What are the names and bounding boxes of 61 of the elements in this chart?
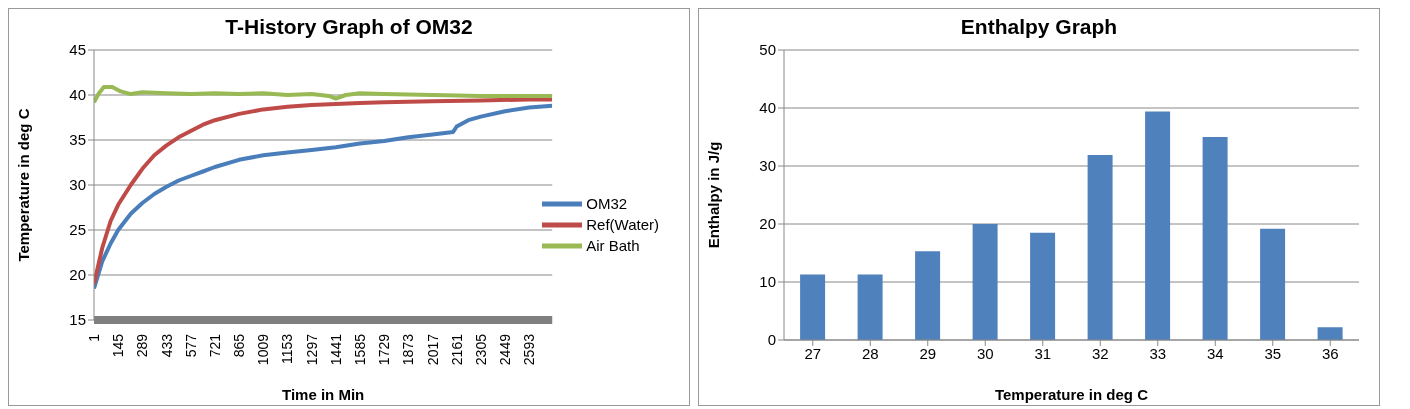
x-tick-label: 28 bbox=[861, 344, 879, 362]
x-tick-label: 577 bbox=[182, 333, 199, 358]
x-tick-label: 433 bbox=[158, 333, 175, 358]
y-tick-label: 10 bbox=[759, 273, 776, 291]
y-axis-title: Enthalpy in J/g bbox=[705, 141, 723, 249]
y-tick-label: 25 bbox=[69, 221, 86, 239]
x-tick-label: 2017 bbox=[424, 333, 441, 366]
x-tick-label: 289 bbox=[134, 333, 151, 358]
legend-label: Air Bath bbox=[586, 237, 640, 254]
x-tick-label: 34 bbox=[1206, 344, 1224, 362]
x-tick-label: 2449 bbox=[497, 333, 514, 366]
x-tick-label: 721 bbox=[206, 333, 223, 358]
y-tick-label: 20 bbox=[69, 266, 86, 284]
x-tick-label: 33 bbox=[1149, 344, 1167, 362]
x-tick-label: 31 bbox=[1034, 344, 1052, 362]
x-tick-label: 27 bbox=[804, 344, 822, 362]
y-tick-label: 45 bbox=[69, 41, 86, 59]
y-tick-label: 40 bbox=[759, 99, 776, 117]
y-axis-title: Temperature in deg C bbox=[15, 108, 33, 262]
x-tick-label: 30 bbox=[976, 344, 994, 362]
chart-title: T-History Graph of OM32 bbox=[225, 15, 473, 38]
bar bbox=[1260, 228, 1286, 340]
y-tick-label: 40 bbox=[69, 86, 86, 104]
y-tick-label: 30 bbox=[69, 176, 86, 194]
x-tick-label: 1 bbox=[86, 333, 102, 342]
bar bbox=[800, 274, 826, 340]
bar bbox=[857, 274, 883, 340]
x-tick-label: 29 bbox=[919, 344, 937, 362]
x-tick-label: 1729 bbox=[376, 333, 393, 366]
x-tick-label: 1585 bbox=[351, 333, 368, 366]
bar bbox=[972, 224, 998, 340]
x-tick-label: 2593 bbox=[521, 333, 538, 366]
y-tick-label: 0 bbox=[767, 331, 776, 349]
legend-label: OM32 bbox=[586, 195, 628, 212]
chart-title: Enthalpy Graph bbox=[960, 15, 1118, 38]
x-tick-label: 2305 bbox=[472, 333, 489, 366]
x-tick-label: 2161 bbox=[448, 333, 465, 366]
bar bbox=[1030, 232, 1056, 340]
x-tick-label: 1873 bbox=[400, 333, 417, 366]
x-tick-label: 32 bbox=[1091, 344, 1109, 362]
x-tick-label: 36 bbox=[1321, 344, 1339, 362]
y-tick-label: 35 bbox=[69, 131, 86, 149]
x-tick-label: 1153 bbox=[279, 333, 296, 365]
legend-label: Ref(Water) bbox=[586, 216, 659, 233]
x-tick-label: 1441 bbox=[327, 333, 344, 366]
bar bbox=[1202, 137, 1228, 340]
x-tick-label: 35 bbox=[1264, 344, 1282, 362]
bar bbox=[1087, 154, 1113, 340]
bar bbox=[915, 251, 941, 340]
y-tick-label: 20 bbox=[759, 215, 776, 233]
x-axis-title: Time in Min bbox=[281, 386, 365, 403]
x-tick-label: 1009 bbox=[255, 333, 272, 366]
bar bbox=[1145, 111, 1171, 340]
x-tick-label: 145 bbox=[110, 333, 127, 358]
y-tick-label: 30 bbox=[759, 157, 776, 175]
x-axis-title: Temperature in deg C bbox=[994, 386, 1149, 403]
y-tick-label: 50 bbox=[759, 41, 776, 59]
bar bbox=[1317, 327, 1343, 340]
y-tick-label: 15 bbox=[69, 311, 86, 329]
x-tick-label: 865 bbox=[231, 333, 248, 358]
x-tick-label: 1297 bbox=[303, 333, 320, 366]
